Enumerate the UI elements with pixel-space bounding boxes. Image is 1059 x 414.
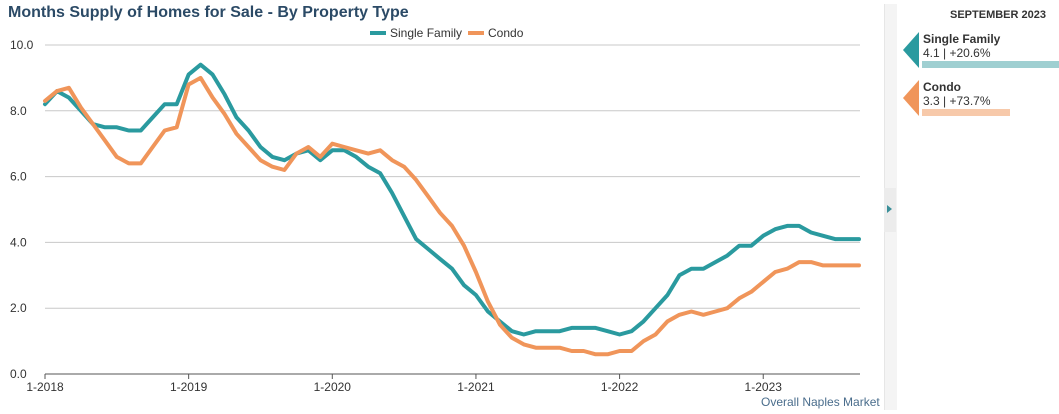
panel-toggle-button[interactable]: [884, 188, 896, 232]
summary-card-value: 4.1 | +20.6%: [923, 46, 991, 60]
series-line-single-family: [43, 62, 861, 337]
series-lines: [43, 62, 861, 357]
chevron-right-icon: [887, 205, 892, 213]
y-tick-label: 0.0: [10, 367, 27, 381]
summary-card-bar: [922, 61, 1059, 68]
series-line-condo: [43, 75, 861, 357]
summary-card-name: Single Family: [923, 32, 1001, 46]
x-axis-tick-labels: 1-2018 1-2019 1-2020 1-2021 1-2022 1-2023: [26, 380, 782, 394]
pointer-arrow-icon: [903, 32, 919, 68]
chart-legend: Single Family Condo: [370, 26, 524, 40]
y-tick-label: 6.0: [10, 170, 27, 184]
y-tick-label: 2.0: [10, 301, 27, 315]
x-tick-label: 1-2023: [745, 380, 783, 394]
legend-label: Single Family: [390, 26, 462, 40]
period-label: SEPTEMBER 2023: [950, 9, 1046, 21]
summary-card-bar: [922, 109, 1010, 116]
x-tick-label: 1-2022: [601, 380, 639, 394]
summary-card-name: Condo: [923, 80, 961, 94]
x-tick-label: 1-2021: [457, 380, 495, 394]
y-tick-label: 4.0: [10, 235, 27, 249]
y-tick-label: 8.0: [10, 104, 27, 118]
x-tick-label: 1-2019: [170, 380, 208, 394]
chart-title: Months Supply of Homes for Sale - By Pro…: [8, 4, 409, 21]
y-tick-label: 10.0: [10, 38, 34, 52]
line-chart: 0.02.04.06.08.010.0 1-2018 1-2019 1-2020 1-…: [10, 26, 861, 394]
legend-label: Condo: [488, 26, 524, 40]
y-axis-tick-labels: 0.0 2.0 4.0 6.0 8.0 10.0: [10, 38, 34, 381]
pointer-arrow-icon: [903, 80, 919, 116]
summary-card-value: 3.3 | +73.7%: [923, 94, 991, 108]
market-label: Overall Naples Market: [761, 395, 880, 409]
gridlines: [44, 44, 860, 379]
x-tick-label: 1-2018: [26, 380, 64, 394]
x-tick-label: 1-2020: [314, 380, 352, 394]
